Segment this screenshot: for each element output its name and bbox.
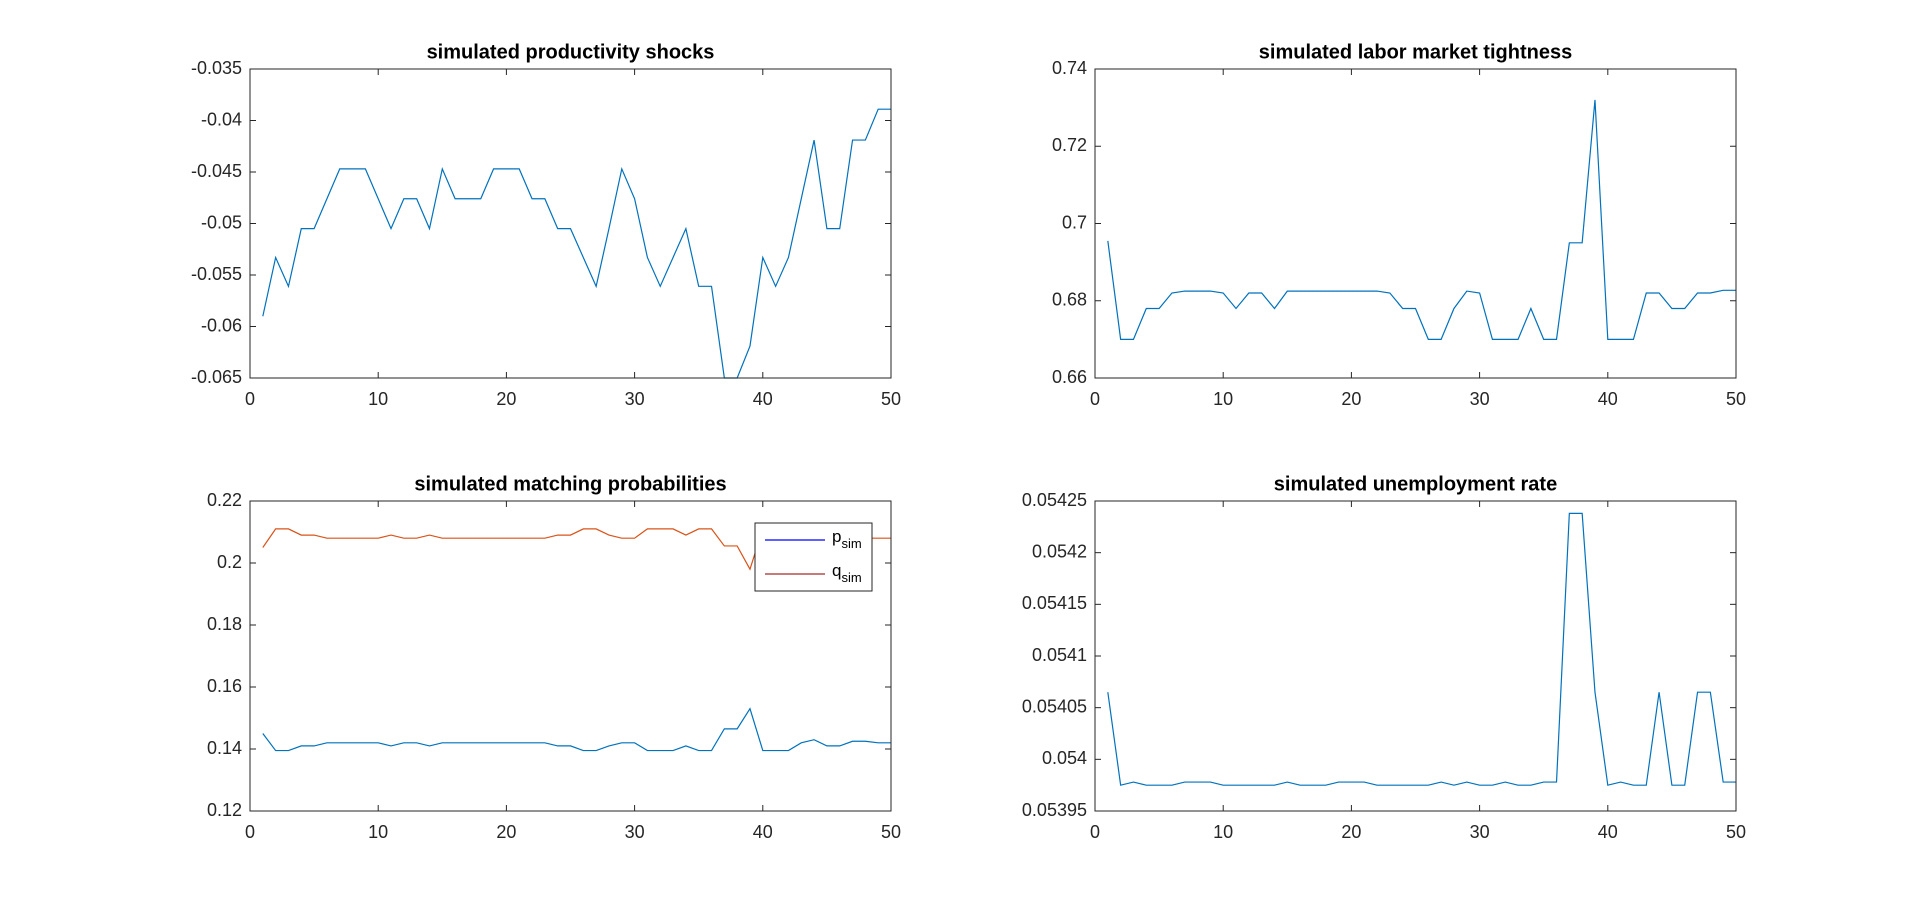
legend-name: p xyxy=(832,527,841,546)
y-tick-label: 0.05425 xyxy=(1022,490,1087,510)
data-line xyxy=(1107,512,1736,786)
data-line xyxy=(262,108,891,379)
y-tick-label: -0.065 xyxy=(191,367,242,387)
x-tick-label: 20 xyxy=(1341,822,1361,842)
x-tick-label: 0 xyxy=(1090,822,1100,842)
y-tick-label: 0.0542 xyxy=(1032,541,1087,561)
x-tick-label: 0 xyxy=(245,389,255,409)
y-tick-label: 0.05395 xyxy=(1022,800,1087,820)
x-tick-label: 20 xyxy=(1341,389,1361,409)
subplot: 0 10 20 30 40 50 0.66 0.68 0.7 0.72 0.74 simulated … xyxy=(1052,41,1746,408)
x-tick-label: 40 xyxy=(753,389,773,409)
y-tick-label: 0.2 xyxy=(217,552,242,572)
y-tick-label: 0.05405 xyxy=(1022,696,1087,716)
x-tick-label: 10 xyxy=(1213,822,1233,842)
x-tick-label: 40 xyxy=(753,822,773,842)
y-tick-label: 0.16 xyxy=(207,676,242,696)
y-tick-label: -0.055 xyxy=(191,264,242,284)
x-tick-label: 30 xyxy=(1470,822,1490,842)
legend-label: psim xyxy=(832,527,862,551)
x-tick-label: 30 xyxy=(625,389,645,409)
x-tick-label: 0 xyxy=(1090,389,1100,409)
x-tick-label: 30 xyxy=(1470,389,1490,409)
x-tick-label: 10 xyxy=(1213,389,1233,409)
axes-box xyxy=(249,500,892,812)
legend-box xyxy=(754,522,873,592)
y-tick-label: 0.74 xyxy=(1052,58,1087,78)
y-tick-label: -0.04 xyxy=(201,109,242,129)
y-tick-label: 0.68 xyxy=(1052,290,1087,310)
x-tick-label: 40 xyxy=(1598,822,1618,842)
y-tick-label: 0.22 xyxy=(207,490,242,510)
chart-title: simulated matching probabilities xyxy=(414,473,726,495)
chart-title: simulated productivity shocks xyxy=(427,41,715,63)
y-tick-label: 0.05415 xyxy=(1022,593,1087,613)
subplot: 0 10 20 30 40 50 -0.065 -0.06 -0.055 -0.05 -0.045 -… xyxy=(191,41,901,408)
x-tick-label: 20 xyxy=(496,389,516,409)
axes-background xyxy=(1095,69,1736,378)
x-tick-label: 10 xyxy=(368,822,388,842)
y-tick-label: -0.06 xyxy=(201,315,242,335)
legend-name: q xyxy=(832,561,841,580)
y-tick-label: 0.14 xyxy=(207,738,242,758)
subplot: 0 10 20 30 40 50 0.12 0.14 0.16 0.18 0.2 0.22 simula… xyxy=(207,473,901,841)
axes-background xyxy=(250,69,891,378)
y-tick-label: 0.7 xyxy=(1062,212,1087,232)
x-tick-label: 50 xyxy=(881,822,901,842)
subplot: 0 10 20 30 40 50 0.05395 0.054 0.05405 0.0541 0.05… xyxy=(1022,473,1746,841)
x-tick-label: 40 xyxy=(1598,389,1618,409)
y-tick-label: -0.05 xyxy=(201,212,242,232)
y-tick-label: -0.035 xyxy=(191,58,242,78)
axes-background xyxy=(1095,501,1736,811)
data-line xyxy=(1107,99,1736,340)
x-tick-label: 50 xyxy=(1726,822,1746,842)
y-tick-label: 0.66 xyxy=(1052,367,1087,387)
x-tick-label: 30 xyxy=(625,822,645,842)
x-tick-label: 50 xyxy=(1726,389,1746,409)
y-tick-label: 0.0541 xyxy=(1032,645,1087,665)
chart-title: simulated labor market tightness xyxy=(1259,41,1572,63)
x-tick-label: 10 xyxy=(368,389,388,409)
y-tick-label: 0.054 xyxy=(1042,748,1087,768)
legend-subscript: sim xyxy=(841,536,861,551)
x-tick-label: 20 xyxy=(496,822,516,842)
x-tick-label: 50 xyxy=(881,389,901,409)
legend-subscript: sim xyxy=(841,570,861,585)
y-tick-label: 0.12 xyxy=(207,800,242,820)
chart-title: simulated unemployment rate xyxy=(1274,473,1557,495)
y-tick-label: -0.045 xyxy=(191,161,242,181)
legend-label: qsim xyxy=(832,561,862,585)
x-tick-label: 0 xyxy=(245,822,255,842)
data-line xyxy=(262,707,891,752)
y-tick-label: 0.72 xyxy=(1052,135,1087,155)
y-tick-label: 0.18 xyxy=(207,614,242,634)
